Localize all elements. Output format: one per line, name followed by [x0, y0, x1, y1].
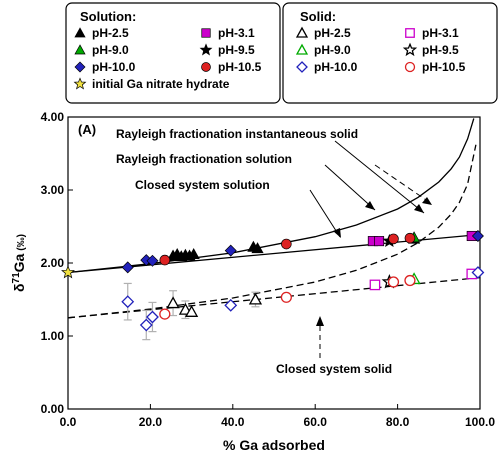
legend-solid-items: pH-2.5 pH-3.1 pH-9.0 pH-9.5 pH-10.0 pH-10.5: [295, 26, 466, 74]
legend-solid-label: pH-10.0: [314, 60, 358, 74]
x-tick-label: 80.0: [386, 415, 410, 429]
data-point-solution-ph-2-5: [251, 242, 264, 254]
data-points: [61, 229, 485, 332]
x-tick-label: 20.0: [139, 415, 163, 429]
legend-solid-label: pH-2.5: [314, 26, 351, 40]
data-point-solid-ph-2-5: [248, 292, 263, 305]
data-point-solid-ph-2-5: [184, 305, 199, 317]
annotation-arrow-rayleigh-solution: [324, 164, 376, 211]
y-axis-label-mass: 71: [11, 272, 22, 284]
legend-solution-marker-initial-ga-nitrate-hydrate: [73, 77, 87, 90]
x-tick-label: 40.0: [221, 415, 245, 429]
legend-solution-title: Solution:: [80, 9, 136, 24]
legend-solid-marker-ph-9-0: [295, 43, 309, 55]
y-axis-label-delta: δ: [11, 283, 27, 292]
data-point-solid-ph-10-5: [404, 274, 416, 287]
data-point-solution-ph-3-1: [374, 236, 385, 247]
legend-solution-marker-ph-9-0: [74, 44, 86, 55]
legend-solution-marker-ph-2-5: [74, 27, 86, 38]
annotation-arrow-closed-system-solid-dashed: [374, 164, 433, 205]
data-point-solution-ph-10-0: [471, 229, 484, 242]
legend-solution-label: pH-9.5: [218, 43, 255, 57]
annotation-arrowhead: [414, 204, 424, 213]
data-point-solution-ph-10-0: [224, 244, 237, 257]
data-point-solution-ph-10-0: [146, 254, 159, 267]
legend-solution-label: pH-9.0: [92, 43, 129, 57]
annotation-arrowhead: [365, 201, 375, 210]
legend-solution-items: pH-2.5 pH-3.1 pH-9.0 pH-9.5 pH-10.0 pH-10.5 in…: [73, 26, 262, 91]
y-axis-label-text: δ71Ga (‰): [11, 234, 28, 292]
y-tick-label: 4.00: [41, 110, 65, 124]
data-point-solid-ph-10-0: [121, 295, 135, 309]
legend-solid-label: pH-9.0: [314, 43, 351, 57]
legend-solid-label: pH-3.1: [422, 26, 459, 40]
annotation-arrowhead: [422, 197, 432, 205]
panel-label: (A): [78, 122, 96, 137]
annotation-arrowhead: [316, 316, 324, 326]
legend-solution-marker-ph-3-1: [201, 28, 211, 38]
legend-solution-marker-ph-10-0: [74, 61, 86, 73]
x-tick-label: 60.0: [304, 415, 328, 429]
axis-ticks: 0.0 20.0 40.0 60.0 80.0 100.0 0.00 1.00 2.00 3.00…: [41, 110, 496, 429]
data-point-solid-ph-10-0: [224, 298, 238, 312]
annotation-arrowhead: [333, 228, 341, 238]
x-tick-label: 0.0: [60, 415, 77, 429]
legend-solid-label: pH-9.5: [422, 43, 459, 57]
legend-solution-label: pH-10.5: [218, 60, 262, 74]
legend-solution-box: [65, 2, 281, 104]
data-point-solution-ph-10-5: [404, 232, 416, 244]
legend-solution-marker-ph-10-5: [201, 62, 211, 72]
legend-solution-marker-ph-9-5: [199, 43, 213, 56]
data-point-solid-ph-2-5: [166, 296, 180, 309]
data-point-solution-ph-2-5: [187, 248, 200, 259]
curve-rayleigh-solution: [67, 144, 477, 319]
legend-solution-label: initial Ga nitrate hydrate: [92, 77, 230, 91]
data-point-solution-initial-ga-nitrate-hydrate: [61, 265, 75, 279]
y-tick-label: 3.00: [41, 183, 65, 197]
data-point-solid-ph-3-1: [369, 279, 381, 291]
data-point-solution-ph-10-5: [281, 238, 292, 250]
x-tick-label: 100.0: [465, 415, 495, 429]
legend-solid-box: [282, 2, 498, 104]
y-axis-label-element: Ga: [11, 253, 27, 272]
legend-solution-label: pH-3.1: [218, 26, 255, 40]
annotation-closed-system-solution: Closed system solution: [135, 178, 270, 192]
annotation-arrow-rayleigh-instantaneous-solid: [334, 140, 425, 214]
legend-solution: Solution: pH-2.5 pH-3.1 pH-9.0 pH-9.5 pH-10.…: [65, 2, 281, 104]
legend-solid-title: Solid:: [300, 9, 336, 24]
annotations: Rayleigh fractionation instantaneous sol…: [116, 127, 433, 376]
legend-solid-marker-ph-3-1: [405, 28, 415, 38]
data-point-solid-ph-10-5: [159, 308, 171, 320]
legend-solid-marker-ph-10-0: [296, 61, 308, 73]
data-point-solution-ph-10-5: [388, 233, 399, 245]
data-point-solid-ph-10-5: [387, 276, 400, 288]
data-point-solid-ph-10-0: [146, 310, 159, 324]
data-point-solid-ph-10-0: [471, 266, 485, 279]
legend-solid-marker-ph-9-5: [402, 42, 418, 57]
y-tick-label: 0.00: [41, 402, 65, 416]
curve-rayleigh-instantaneous-solid: [67, 118, 475, 274]
plot-frame: [67, 116, 481, 410]
data-point-solution-ph-10-0: [121, 261, 134, 274]
y-axis-label-unit: (‰): [16, 234, 27, 251]
annotation-arrow-closed-system-solution: [309, 189, 341, 238]
legend-solid-marker-ph-2-5: [295, 26, 309, 38]
legend-solid-label: pH-10.5: [422, 60, 466, 74]
data-point-solution-ph-10-5: [159, 254, 171, 266]
legend-solid-marker-ph-10-5: [404, 61, 416, 73]
annotation-rayleigh-instantaneous-solid: Rayleigh fractionation instantaneous sol…: [116, 127, 358, 141]
data-point-solid-ph-10-0: [139, 318, 153, 332]
legend-solution-label: pH-2.5: [92, 26, 129, 40]
x-axis-label: % Ga adsorbed: [223, 437, 325, 453]
legend-solid: Solid: pH-2.5 pH-3.1pH-9.0 pH-9.5pH-10.0 pH…: [282, 2, 498, 104]
y-tick-label: 1.00: [41, 329, 65, 343]
legend-solution-label: pH-10.0: [92, 60, 136, 74]
data-point-solid-ph-10-5: [280, 291, 292, 303]
y-tick-label: 2.00: [41, 256, 65, 270]
y-axis-label: δ71Ga (‰): [11, 234, 28, 292]
annotation-closed-system-solid: Closed system solid: [276, 362, 392, 376]
annotation-rayleigh-solution: Rayleigh fractionation solution: [116, 152, 292, 166]
